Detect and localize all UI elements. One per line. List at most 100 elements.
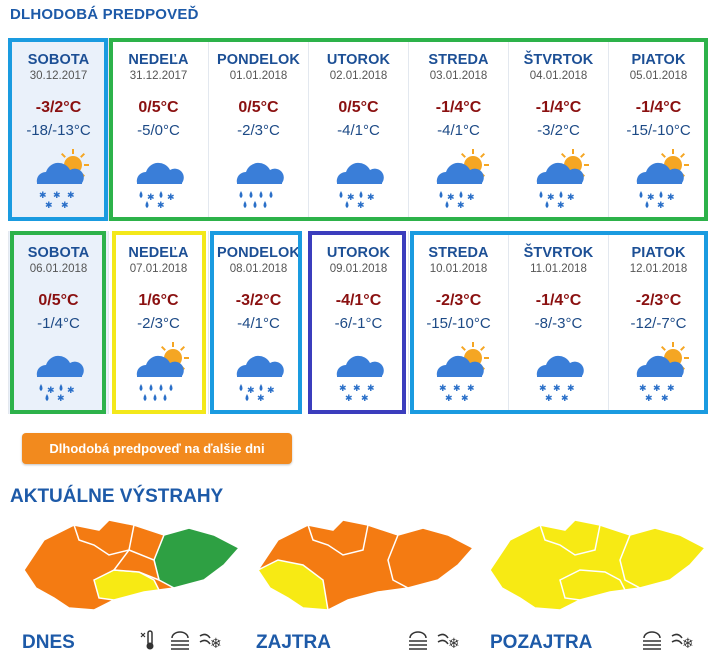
wind-snow-icon: ❄ bbox=[199, 633, 222, 652]
day-temp-high: 0/5°C bbox=[38, 292, 79, 309]
svg-text:✱: ✱ bbox=[39, 191, 47, 201]
map-label-today: DNES bbox=[22, 632, 75, 653]
snow-sun-cloud-icon: ✱ ✱ ✱✱ ✱ bbox=[636, 342, 689, 402]
day-temp-low: -18/-13°C bbox=[26, 122, 91, 139]
warning-icons-day-after: ❄ bbox=[640, 628, 694, 652]
day-temp-high: -1/4°C bbox=[535, 99, 582, 116]
forecast-day[interactable]: PONDELOK 01.01.2018 0/5°C -2/3°C bbox=[208, 38, 308, 221]
forecast-day[interactable]: STREDA 03.01.2018 -1/4°C -4/1°C ✱ ✱ ✱ bbox=[408, 38, 508, 221]
svg-text:✱: ✱ bbox=[357, 201, 365, 209]
day-name: NEDEĽA bbox=[128, 52, 189, 68]
forecast-day[interactable]: NEDEĽA 07.01.2018 1/6°C -2/3°C bbox=[108, 231, 208, 414]
day-date: 30.12.2017 bbox=[29, 70, 88, 82]
svg-text:✱: ✱ bbox=[557, 201, 565, 209]
svg-text:✱: ✱ bbox=[567, 193, 575, 203]
day-temp-low: -6/-1°C bbox=[334, 315, 383, 332]
rain-cloud-icon bbox=[236, 162, 284, 208]
svg-text:✱: ✱ bbox=[567, 384, 575, 394]
day-name: PIATOK bbox=[631, 52, 686, 68]
svg-text:✱: ✱ bbox=[53, 191, 61, 201]
day-name: PONDELOK bbox=[217, 52, 300, 68]
day-date: 10.01.2018 bbox=[429, 263, 488, 275]
forecast-day[interactable]: SOBOTA 30.12.2017 -3/2°C -18/-13°C ✱ ✱ ✱ ✱ ✱ bbox=[8, 38, 108, 221]
day-temp-high: 0/5°C bbox=[338, 99, 379, 116]
warning-map-today[interactable] bbox=[14, 510, 249, 620]
day-temp-high: 1/6°C bbox=[138, 292, 179, 309]
svg-text:✱: ✱ bbox=[61, 201, 69, 209]
svg-text:✱: ✱ bbox=[339, 384, 347, 394]
svg-text:✱: ✱ bbox=[347, 193, 355, 203]
warning-map-day-after[interactable] bbox=[480, 510, 714, 620]
forecast-day[interactable]: STREDA 10.01.2018 -2/3°C -15/-10°C ✱ ✱ ✱ ✱ ✱ bbox=[408, 231, 508, 414]
svg-text:✱: ✱ bbox=[539, 384, 547, 394]
snow-sun-cloud-icon: ✱ ✱ ✱✱ ✱ bbox=[436, 342, 489, 402]
day-name: ŠTVRTOK bbox=[523, 245, 594, 261]
day-date: 04.01.2018 bbox=[529, 70, 588, 82]
forecast-day[interactable]: SOBOTA 06.01.2018 0/5°C -1/4°C ✱ ✱ ✱ bbox=[8, 231, 108, 414]
day-date: 06.01.2018 bbox=[29, 263, 88, 275]
day-date: 09.01.2018 bbox=[329, 263, 388, 275]
svg-text:✱: ✱ bbox=[247, 386, 255, 396]
day-date: 01.01.2018 bbox=[229, 70, 288, 82]
day-temp-high: -1/4°C bbox=[535, 292, 582, 309]
svg-text:✱: ✱ bbox=[639, 384, 647, 394]
svg-text:✱: ✱ bbox=[167, 193, 175, 203]
map-label-day-after: POZAJTRA bbox=[490, 632, 593, 653]
svg-text:✱: ✱ bbox=[57, 394, 65, 402]
day-temp-high: -1/4°C bbox=[635, 99, 682, 116]
svg-text:✱: ✱ bbox=[661, 394, 669, 402]
svg-text:✱: ✱ bbox=[447, 193, 455, 203]
day-temp-high: -3/2°C bbox=[35, 99, 82, 116]
day-temp-low: -4/1°C bbox=[337, 122, 380, 139]
warning-map-tomorrow[interactable] bbox=[248, 510, 483, 620]
day-date: 02.01.2018 bbox=[329, 70, 388, 82]
forecast-day[interactable]: ŠTVRTOK 11.01.2018 -1/4°C -8/-3°C ✱ ✱ ✱ ✱ ✱ bbox=[508, 231, 608, 414]
svg-text:✱: ✱ bbox=[361, 394, 369, 402]
warnings-title: AKTUÁLNE VÝSTRAHY bbox=[10, 486, 224, 507]
day-name: SOBOTA bbox=[27, 245, 90, 261]
svg-text:✱: ✱ bbox=[367, 193, 375, 203]
more-forecast-button[interactable]: Dlhodobá predpoveď na ďalšie dni bbox=[22, 433, 292, 464]
rain-snow-cloud-icon: ✱ ✱✱ bbox=[336, 162, 384, 209]
svg-text:❄: ❄ bbox=[448, 636, 460, 652]
forecast-day[interactable]: ŠTVRTOK 04.01.2018 -1/4°C -3/2°C ✱ ✱ ✱ bbox=[508, 38, 608, 221]
svg-text:✱: ✱ bbox=[657, 201, 665, 209]
day-name: ŠTVRTOK bbox=[523, 52, 594, 68]
svg-text:✱: ✱ bbox=[67, 191, 75, 201]
forecast-day[interactable]: UTOROK 09.01.2018 -4/1°C -6/-1°C ✱ ✱ ✱ ✱ ✱ bbox=[308, 231, 408, 414]
day-date: 05.01.2018 bbox=[629, 70, 688, 82]
day-date: 31.12.2017 bbox=[129, 70, 188, 82]
wind-snow-icon: ❄ bbox=[437, 633, 460, 652]
forecast-week-2: SOBOTA 06.01.2018 0/5°C -1/4°C ✱ ✱ ✱ NEDEĽA 07.0… bbox=[8, 231, 708, 414]
rain-snow-cloud-icon: ✱ ✱✱ bbox=[236, 355, 284, 402]
forecast-week-1: SOBOTA 30.12.2017 -3/2°C -18/-13°C ✱ ✱ ✱ ✱ ✱ NEDE… bbox=[8, 38, 708, 221]
map-label-tomorrow: ZAJTRA bbox=[256, 632, 331, 653]
forecast-day[interactable]: PIATOK 12.01.2018 -2/3°C -12/-7°C ✱ ✱ ✱ ✱ ✱ bbox=[608, 231, 708, 414]
svg-text:✱: ✱ bbox=[645, 394, 653, 402]
forecast-day[interactable]: UTOROK 02.01.2018 0/5°C -4/1°C ✱ ✱ ✱ bbox=[308, 38, 408, 221]
svg-text:✱: ✱ bbox=[457, 201, 465, 209]
forecast-day[interactable]: PIATOK 05.01.2018 -1/4°C -15/-10°C ✱ ✱ ✱ bbox=[608, 38, 708, 221]
svg-text:✱: ✱ bbox=[561, 394, 569, 402]
svg-text:✱: ✱ bbox=[453, 384, 461, 394]
day-temp-low: -5/0°C bbox=[137, 122, 180, 139]
svg-text:✱: ✱ bbox=[367, 384, 375, 394]
day-temp-high: -1/4°C bbox=[435, 99, 482, 116]
day-temp-high: -2/3°C bbox=[635, 292, 682, 309]
rain-snow-sun-cloud-icon: ✱ ✱✱ bbox=[436, 149, 489, 209]
day-temp-high: -3/2°C bbox=[235, 292, 282, 309]
day-name: STREDA bbox=[428, 245, 489, 261]
forecast-day[interactable]: PONDELOK 08.01.2018 -3/2°C -4/1°C ✱ ✱ ✱ bbox=[208, 231, 308, 414]
day-temp-low: -2/3°C bbox=[237, 122, 280, 139]
day-temp-low: -2/3°C bbox=[137, 315, 180, 332]
snow-cloud-icon: ✱ ✱ ✱✱ ✱ bbox=[536, 355, 584, 402]
frost-thermometer-icon bbox=[140, 630, 154, 650]
forecast-day[interactable]: NEDEĽA 31.12.2017 0/5°C -5/0°C ✱ ✱ ✱ bbox=[108, 38, 208, 221]
day-temp-low: -4/1°C bbox=[437, 122, 480, 139]
svg-text:✱: ✱ bbox=[353, 384, 361, 394]
day-name: STREDA bbox=[428, 52, 489, 68]
svg-text:✱: ✱ bbox=[461, 394, 469, 402]
day-name: NEDEĽA bbox=[128, 245, 189, 261]
day-name: PIATOK bbox=[631, 245, 686, 261]
warning-icons-tomorrow: ❄ bbox=[406, 628, 460, 652]
